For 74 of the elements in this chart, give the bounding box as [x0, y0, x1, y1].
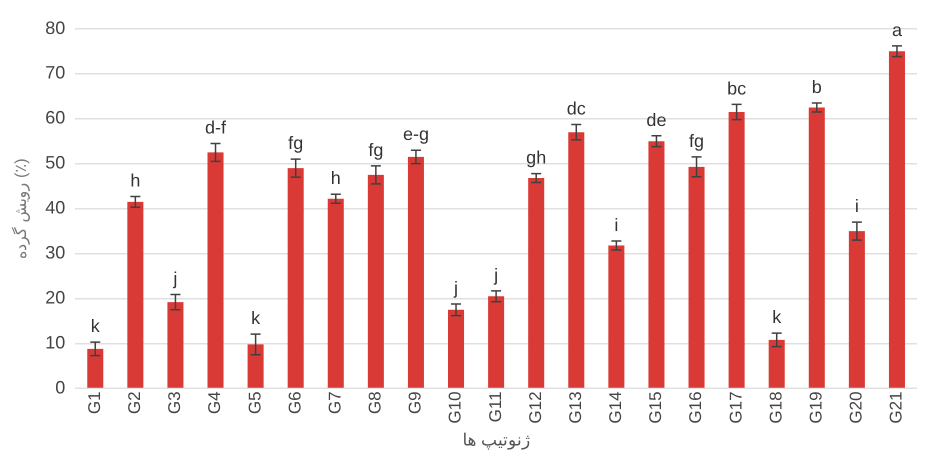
bar	[248, 344, 264, 388]
y-tick-label: 10	[45, 332, 66, 352]
bar	[848, 231, 865, 388]
bar	[488, 296, 504, 388]
bar	[87, 348, 104, 388]
bar	[808, 107, 825, 388]
x-tick-label: G19	[806, 391, 826, 424]
annotation: fg	[689, 130, 704, 151]
y-tick-label: 80	[45, 18, 66, 38]
bar	[888, 51, 905, 388]
annotation: d-f	[205, 117, 228, 138]
y-tick-label: 0	[55, 377, 66, 398]
bar	[768, 340, 785, 388]
annotation: gh	[526, 148, 546, 168]
y-tick-label: 30	[45, 242, 66, 263]
bar	[648, 141, 664, 388]
bar	[127, 202, 144, 388]
bar	[448, 310, 464, 388]
bar	[688, 166, 705, 388]
bar	[568, 132, 584, 388]
bar	[408, 156, 424, 388]
y-tick-label: 70	[45, 62, 66, 83]
x-tick-label: G9	[406, 391, 425, 414]
x-tick-label: G15	[646, 391, 666, 424]
x-tick-label: G10	[446, 391, 465, 424]
annotation: k	[772, 307, 782, 328]
annotation: k	[251, 308, 262, 328]
x-tick-label: G5	[245, 391, 264, 414]
x-tick-label: G14	[606, 391, 626, 424]
annotation: fg	[368, 140, 384, 160]
x-tick-label: G6	[285, 391, 304, 414]
annotation: de	[646, 110, 666, 130]
annotation: bc	[727, 78, 746, 98]
annotation: fg	[288, 133, 304, 154]
annotation: i	[614, 214, 618, 235]
x-tick-label: G16	[686, 391, 706, 424]
x-tick-label: G17	[726, 391, 746, 424]
annotation: i	[854, 196, 859, 216]
annotation: dc	[566, 98, 586, 119]
annotation: j	[172, 268, 178, 288]
x-tick-label: G4	[205, 391, 224, 414]
x-tick-label: G21	[886, 391, 906, 424]
x-tick-label: G18	[766, 391, 786, 424]
x-tick-label: G13	[566, 391, 585, 424]
bar	[528, 178, 544, 388]
x-tick-label: G11	[486, 391, 505, 422]
bar	[728, 112, 745, 388]
x-tick-label: G7	[325, 391, 344, 414]
annotation: k	[90, 316, 101, 336]
bar	[328, 198, 344, 388]
bar	[208, 152, 224, 388]
annotation: h	[130, 170, 140, 190]
x-tick-label: G20	[846, 391, 866, 424]
annotation: e-g	[402, 124, 429, 144]
x-tick-label: G1	[84, 391, 104, 414]
y-tick-label: 50	[45, 152, 66, 173]
annotation: b	[812, 76, 822, 97]
y-tick-label: 60	[45, 108, 66, 128]
annotation: h	[330, 168, 341, 188]
x-tick-label: G3	[165, 391, 184, 414]
annotation: j	[493, 264, 498, 285]
y-tick-label: 20	[45, 288, 66, 308]
bar	[368, 174, 384, 388]
y-tick-label: 40	[45, 198, 66, 218]
x-axis-title: ژنوتیپ ها	[462, 430, 530, 450]
annotation: j	[453, 278, 458, 298]
x-tick-label: G8	[366, 391, 385, 414]
annotation: a	[892, 20, 903, 40]
x-tick-label: G2	[125, 391, 144, 414]
x-tick-label: G12	[526, 391, 545, 424]
y-axis-title: رویش گرده (٪)	[11, 158, 30, 259]
bar	[288, 168, 304, 388]
bar	[167, 302, 184, 388]
bar	[608, 246, 624, 388]
